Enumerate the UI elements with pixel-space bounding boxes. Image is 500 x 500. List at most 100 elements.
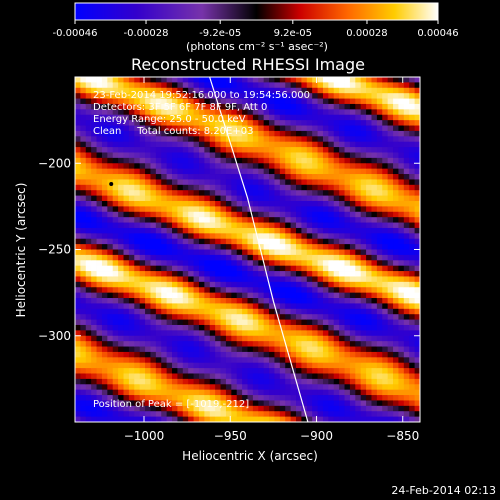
heatmap-cell xyxy=(269,174,275,180)
heatmap-cell xyxy=(134,87,141,94)
heatmap-cell xyxy=(91,249,97,256)
heatmap-cell xyxy=(182,206,189,213)
heatmap-cell xyxy=(274,141,281,148)
heatmap-cell xyxy=(242,244,248,250)
heatmap-cell xyxy=(85,362,92,369)
heatmap-cell xyxy=(328,114,335,121)
heatmap-cell xyxy=(252,303,259,310)
heatmap-cell xyxy=(258,335,265,342)
heatmap-cell xyxy=(269,249,275,256)
heatmap-cell xyxy=(398,109,405,116)
heatmap-cell xyxy=(279,130,286,137)
heatmap-cell xyxy=(355,378,362,385)
heatmap-cell xyxy=(409,109,416,116)
heatmap-cell xyxy=(215,163,221,170)
heatmap-cell xyxy=(360,298,367,304)
heatmap-cell xyxy=(193,384,200,391)
heatmap-cell xyxy=(225,120,232,126)
heatmap-cell xyxy=(366,222,372,229)
heatmap-cell xyxy=(333,314,340,320)
heatmap-cell xyxy=(215,335,221,342)
heatmap-cell xyxy=(285,416,292,422)
heatmap-cell xyxy=(128,292,135,299)
heatmap-cell xyxy=(198,130,205,137)
heatmap-cell xyxy=(344,362,351,369)
heatmap-cell xyxy=(409,416,416,422)
heatmap-cell xyxy=(258,114,265,121)
heatmap-cell xyxy=(75,244,81,250)
heatmap-cell xyxy=(349,157,356,164)
heatmap-cell xyxy=(393,244,399,250)
heatmap-cell xyxy=(96,319,103,326)
heatmap-cell xyxy=(409,93,416,99)
heatmap-cell xyxy=(279,87,286,94)
heatmap-cell xyxy=(172,120,178,126)
heatmap-cell xyxy=(91,265,97,272)
heatmap-cell xyxy=(360,314,367,320)
heatmap-cell xyxy=(339,195,345,202)
heatmap-cell xyxy=(204,195,211,202)
heatmap-cell xyxy=(322,335,329,342)
heatmap-cell xyxy=(371,200,378,207)
heatmap-cell xyxy=(355,98,362,105)
heatmap-cell xyxy=(231,373,238,380)
heatmap-cell xyxy=(403,125,410,132)
colorbar-tick-label: -0.00046 xyxy=(53,28,98,39)
heatmap-cell xyxy=(252,125,259,132)
heatmap-cell xyxy=(279,184,286,191)
heatmap-cell xyxy=(80,249,87,256)
heatmap-cell xyxy=(172,357,178,364)
heatmap-cell xyxy=(225,125,232,132)
heatmap-cell xyxy=(91,287,97,294)
heatmap-cell xyxy=(172,211,178,218)
heatmap-cell xyxy=(198,157,205,164)
heatmap-cell xyxy=(150,217,157,223)
heatmap-cell xyxy=(371,211,378,218)
heatmap-cell xyxy=(339,147,345,153)
heatmap-cell xyxy=(91,136,97,143)
annotation-time: 23-Feb-2014 19:52:16.000 to 19:54:56.000 xyxy=(93,90,310,101)
heatmap-cell xyxy=(333,324,340,331)
heatmap-cell xyxy=(139,163,146,170)
heatmap-cell xyxy=(193,87,200,94)
heatmap-cell xyxy=(215,378,221,385)
heatmap-cell xyxy=(85,400,92,407)
heatmap-cell xyxy=(339,179,345,186)
heatmap-cell xyxy=(263,298,270,304)
heatmap-cell xyxy=(225,400,232,407)
heatmap-cell xyxy=(312,330,318,337)
heatmap-cell xyxy=(312,163,318,170)
heatmap-cell xyxy=(398,93,405,99)
heatmap-cell xyxy=(328,184,335,191)
heatmap-cell xyxy=(107,103,114,110)
heatmap-cell xyxy=(414,416,420,422)
heatmap-cell xyxy=(398,238,405,245)
heatmap-cell xyxy=(96,378,103,385)
heatmap-cell xyxy=(91,147,97,153)
heatmap-cell xyxy=(290,211,297,218)
heatmap-cell xyxy=(317,276,324,283)
heatmap-cell xyxy=(128,157,135,164)
heatmap-cell xyxy=(101,114,108,121)
heatmap-cell xyxy=(371,330,378,337)
heatmap-cell xyxy=(128,254,135,261)
heatmap-cell xyxy=(220,303,227,310)
heatmap-cell xyxy=(166,136,173,143)
heatmap-cell xyxy=(301,298,308,304)
heatmap-cell xyxy=(209,389,216,396)
heatmap-cell xyxy=(344,405,351,412)
heatmap-cell xyxy=(366,244,372,250)
heatmap-cell xyxy=(139,330,146,337)
heatmap-cell xyxy=(225,206,232,213)
heatmap-cell xyxy=(123,405,130,412)
heatmap-cell xyxy=(328,222,335,229)
heatmap-cell xyxy=(161,287,168,294)
heatmap-cell xyxy=(236,303,243,310)
heatmap-cell xyxy=(75,98,81,105)
heatmap-cell xyxy=(193,141,200,148)
heatmap-cell xyxy=(209,244,216,250)
heatmap-cell xyxy=(403,130,410,137)
heatmap-cell xyxy=(285,93,292,99)
heatmap-cell xyxy=(209,395,216,401)
heatmap-cell xyxy=(371,351,378,358)
